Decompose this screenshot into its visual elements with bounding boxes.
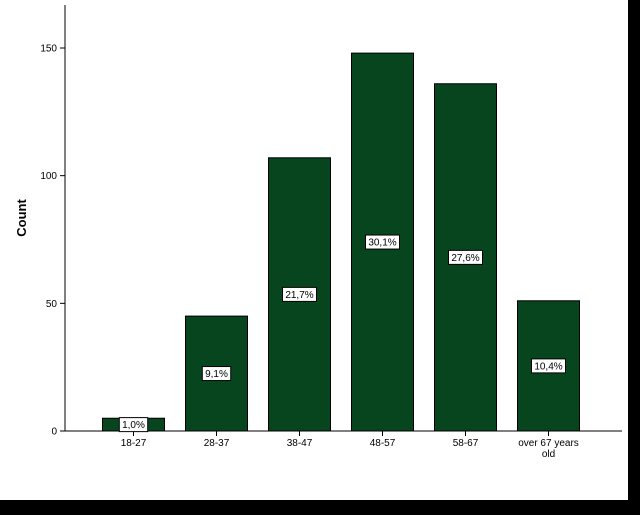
x-tick-label: 48-57 (370, 438, 396, 449)
data-label-box (201, 366, 232, 382)
data-label: 9,1% (205, 369, 228, 380)
data-label-box (282, 286, 317, 302)
data-label-box (531, 358, 566, 374)
y-tick-label: 0 (51, 427, 57, 438)
y-tick-label: 100 (40, 171, 57, 182)
x-tick-label: 38-47 (287, 438, 313, 449)
data-label: 21,7% (285, 290, 313, 301)
data-label: 1,0% (122, 420, 145, 431)
data-label: 10,4% (534, 361, 562, 372)
y-axis-title: Count (14, 199, 29, 237)
bar-chart: Count 0 50 100 150 18-27 28-37 38-47 48-57 58-6… (14, 5, 622, 460)
y-tick-label: 150 (40, 44, 57, 55)
data-label-box (118, 417, 149, 433)
chart-frame: Count 0 50 100 150 18-27 28-37 38-47 48-57 58-6… (0, 0, 628, 500)
x-tick-label: 58-67 (453, 438, 479, 449)
x-axis: 18-27 28-37 38-47 48-57 58-67 over 67 years ol… (65, 430, 622, 460)
bars (102, 52, 580, 432)
data-label: 30,1% (368, 238, 396, 249)
data-label: 27,6% (451, 253, 479, 264)
x-tick-label: over 67 years old (518, 438, 579, 460)
data-label-box (365, 234, 400, 250)
x-tick-label: 28-37 (204, 438, 230, 449)
y-axis: 0 50 100 150 (40, 5, 66, 438)
y-tick-label: 50 (46, 299, 58, 310)
x-tick-label: 18-27 (121, 438, 147, 449)
data-labels: 1,0% 9,1% 21,7% 30,1% 27,6% 10,4% (118, 234, 566, 433)
data-label-box (448, 249, 483, 265)
